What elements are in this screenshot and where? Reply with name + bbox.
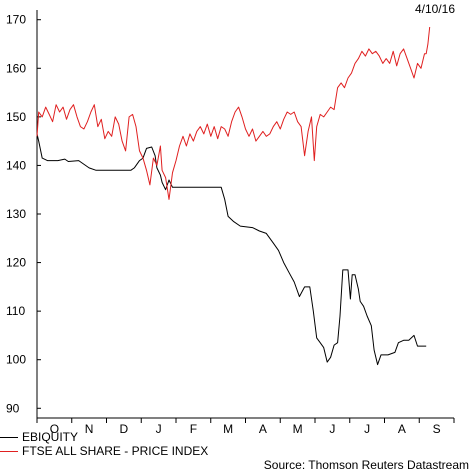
y-tick-label: 110: [6, 304, 25, 318]
x-tick-label: O: [50, 422, 59, 436]
x-tick-label: D: [120, 422, 129, 436]
x-tick-label: J: [156, 422, 162, 436]
legend-item-ebiquity: EBIQUITY: [0, 430, 78, 444]
x-tick-label: N: [85, 422, 94, 436]
legend-label-ebiquity: EBIQUITY: [22, 430, 79, 444]
x-tick-label: M: [223, 422, 233, 436]
legend-swatch-ftse: [0, 450, 18, 452]
y-tick-label: 140: [6, 158, 26, 172]
y-tick-label: 100: [6, 353, 26, 367]
legend-item-ftse: FTSE ALL SHARE - PRICE INDEX: [0, 444, 208, 458]
y-tick-label: 130: [6, 207, 26, 221]
y-axis-ticks: 90 100 110 120 130 140 150 160 170: [6, 13, 41, 415]
y-tick-label: 90: [6, 401, 20, 415]
x-tick-label: A: [398, 422, 406, 436]
date-label: 4/10/16: [414, 2, 455, 16]
x-tick-label: F: [190, 422, 197, 436]
source-note: Source: Thomson Reuters Datastream: [263, 458, 469, 472]
x-tick-label: M: [293, 422, 303, 436]
y-tick-label: 150: [6, 110, 26, 124]
legend-label-ftse: FTSE ALL SHARE - PRICE INDEX: [22, 444, 209, 458]
series-line-ebiquity: [36, 133, 427, 366]
y-tick-label: 120: [6, 256, 26, 270]
y-tick-label: 160: [6, 61, 26, 75]
x-tick-label: J: [364, 422, 370, 436]
chart-axes: [36, 10, 454, 419]
x-tick-label: S: [433, 422, 441, 436]
x-tick-label: J: [329, 422, 335, 436]
legend-swatch-ebiquity: [0, 436, 18, 438]
y-tick-label: 170: [6, 13, 26, 27]
series-lines: [36, 26, 431, 366]
x-tick-label: A: [259, 422, 267, 436]
series-line-ftse: [36, 26, 431, 200]
